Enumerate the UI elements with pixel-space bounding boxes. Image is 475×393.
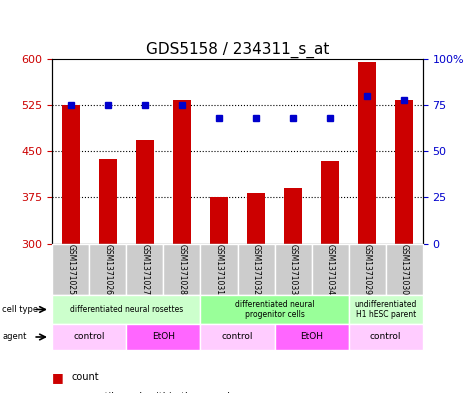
Bar [358, 62, 376, 244]
Text: GSM1371028: GSM1371028 [178, 244, 186, 295]
Text: cell type: cell type [2, 305, 38, 314]
Text: GSM1371026: GSM1371026 [104, 244, 112, 295]
Text: agent: agent [2, 332, 27, 342]
Text: ■: ■ [52, 371, 64, 384]
Bar [321, 160, 340, 244]
Text: GSM1371029: GSM1371029 [363, 244, 371, 295]
Bar [395, 100, 414, 244]
Bar [173, 100, 191, 244]
Text: ■: ■ [52, 390, 64, 393]
Text: control: control [370, 332, 401, 342]
Text: control: control [222, 332, 253, 342]
Text: differentiated neural
progenitor cells: differentiated neural progenitor cells [235, 300, 314, 319]
Text: differentiated neural rosettes: differentiated neural rosettes [70, 305, 183, 314]
Text: GSM1371032: GSM1371032 [252, 244, 260, 295]
Text: EtOH: EtOH [152, 332, 175, 342]
Title: GDS5158 / 234311_s_at: GDS5158 / 234311_s_at [146, 41, 329, 58]
Text: GSM1371034: GSM1371034 [326, 244, 334, 295]
Bar [99, 159, 117, 244]
Bar [210, 197, 228, 244]
Text: GSM1371027: GSM1371027 [141, 244, 149, 295]
Text: percentile rank within the sample: percentile rank within the sample [71, 392, 236, 393]
Text: count: count [71, 372, 99, 382]
Text: control: control [74, 332, 105, 342]
Text: GSM1371033: GSM1371033 [289, 244, 297, 295]
Text: undifferentiated
H1 hESC parent: undifferentiated H1 hESC parent [354, 300, 417, 319]
Bar [284, 188, 302, 244]
Text: GSM1371030: GSM1371030 [400, 244, 408, 295]
Bar [247, 193, 265, 244]
Text: EtOH: EtOH [300, 332, 323, 342]
Text: GSM1371031: GSM1371031 [215, 244, 223, 295]
Text: GSM1371025: GSM1371025 [66, 244, 75, 295]
Bar [136, 140, 154, 244]
Bar [62, 105, 80, 244]
